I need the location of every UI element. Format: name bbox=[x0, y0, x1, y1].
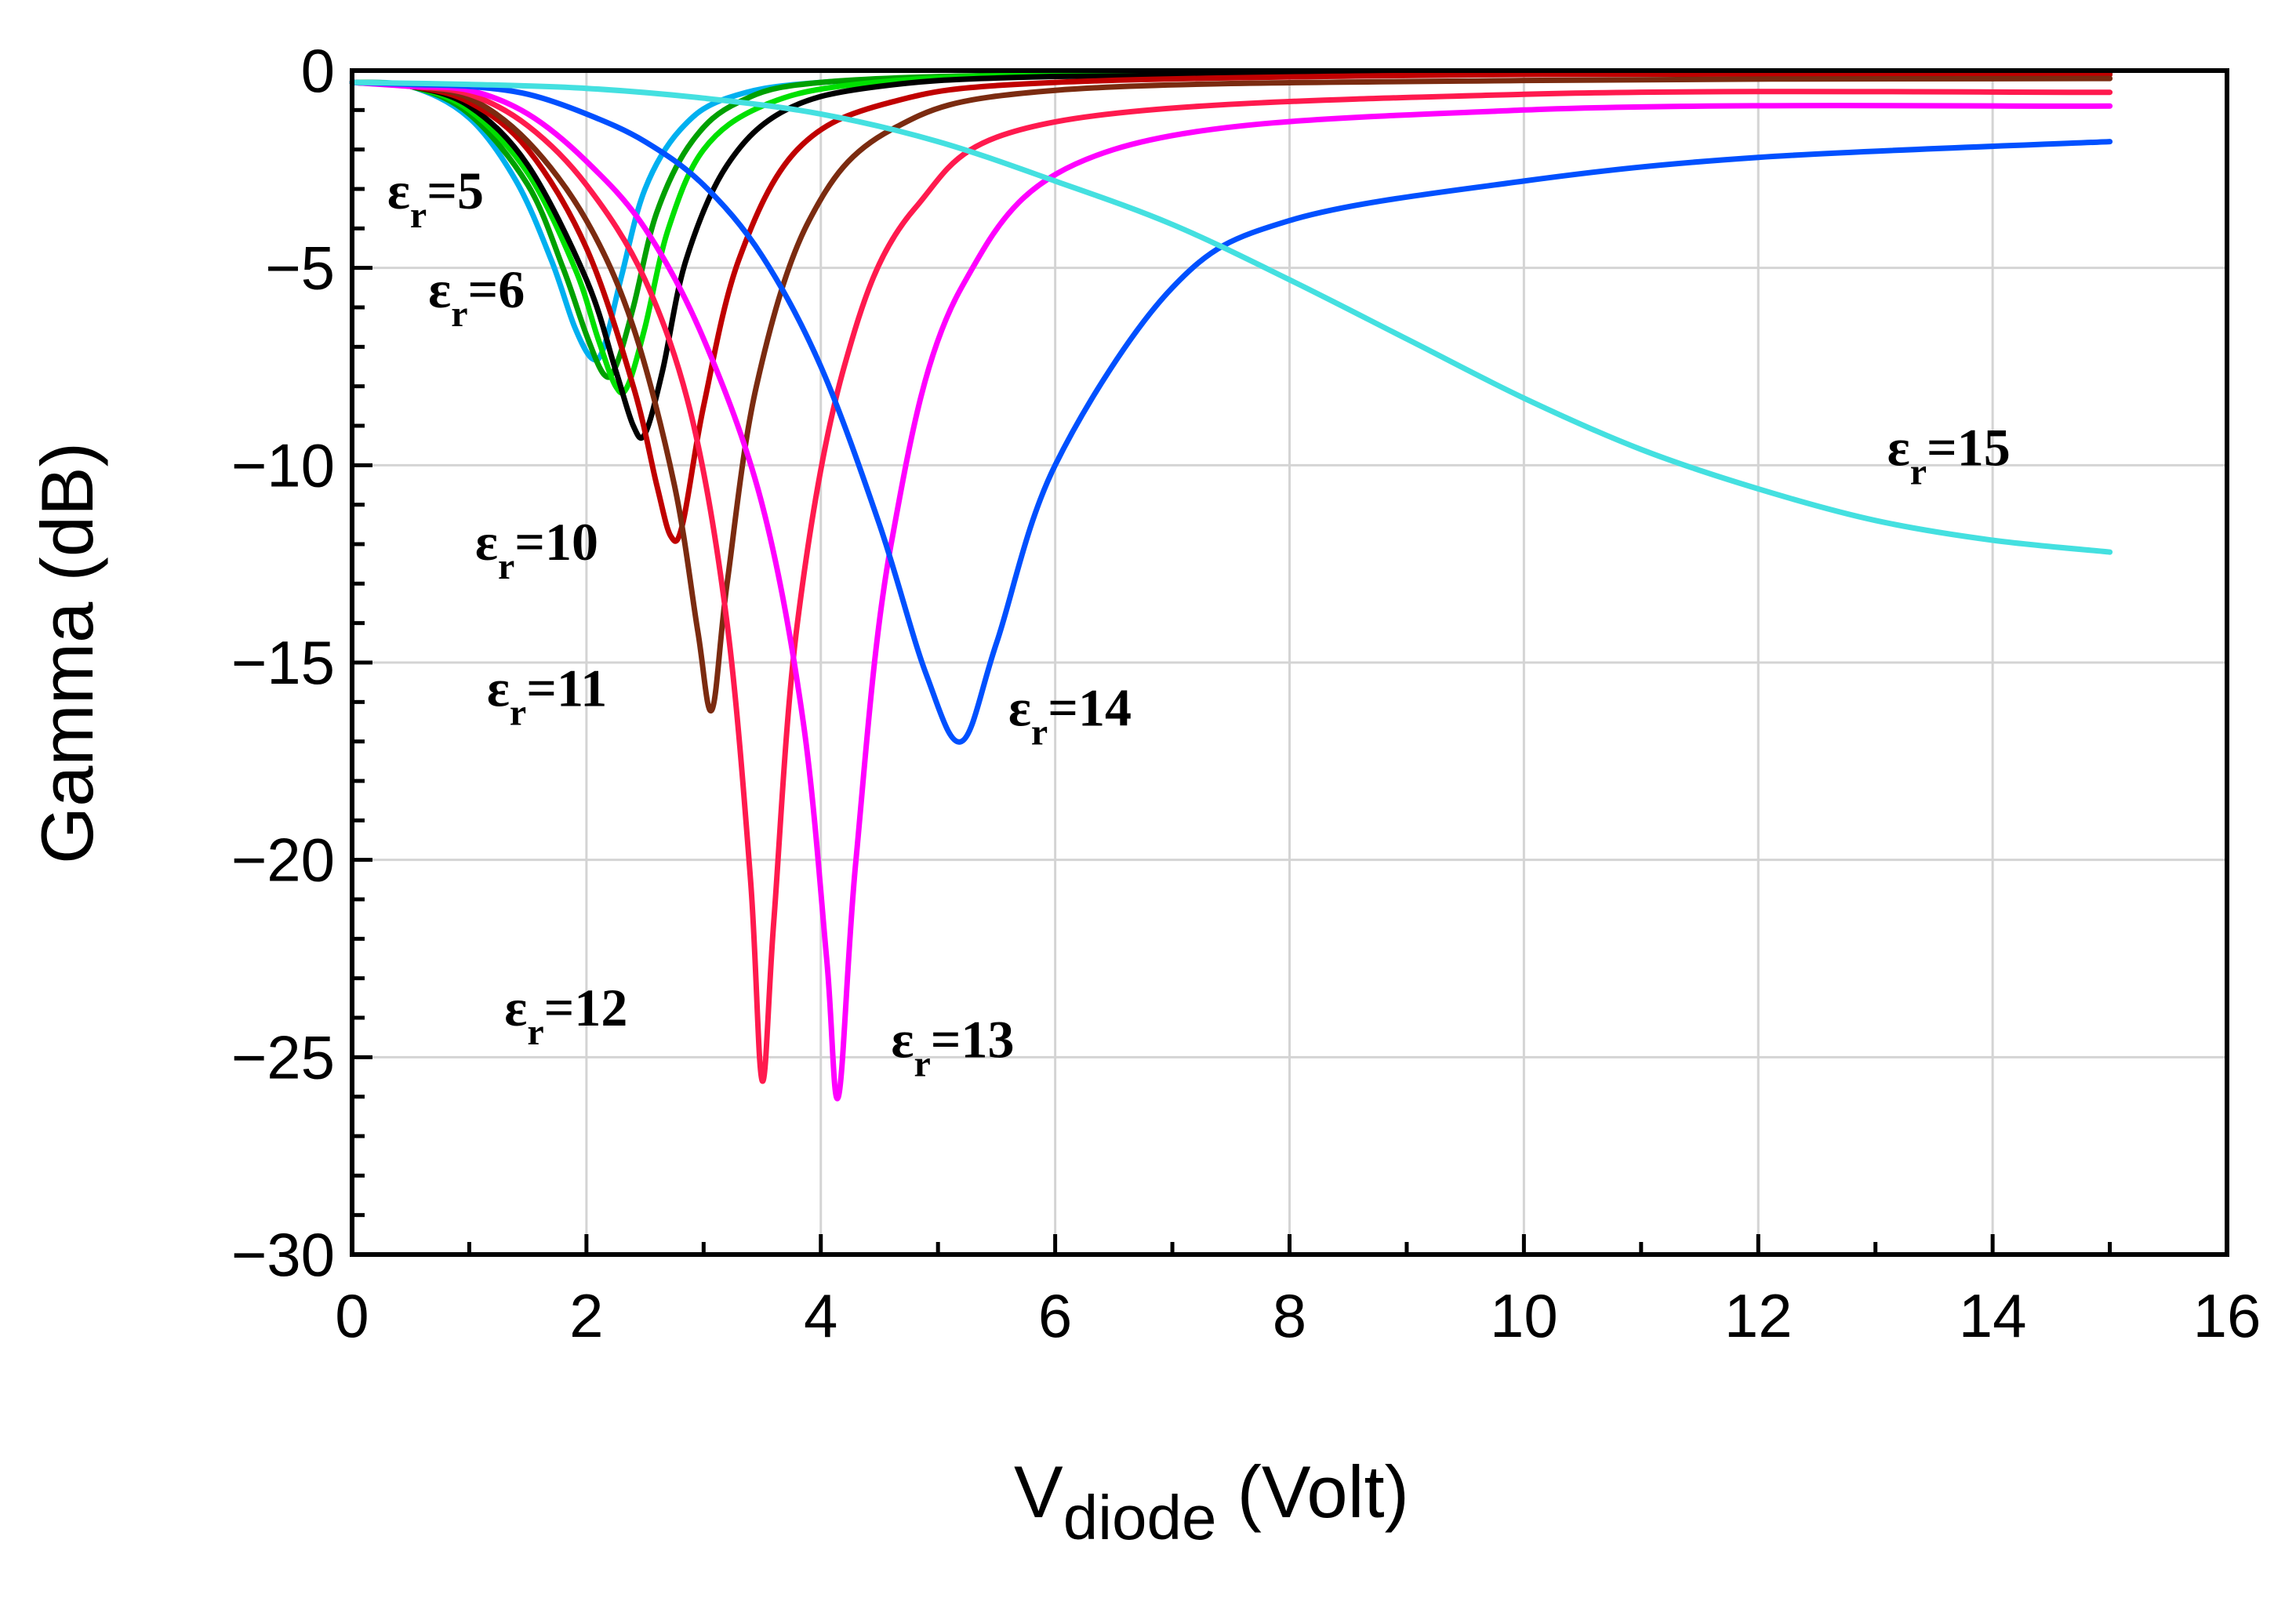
x-axis-title-unit: (Volt) bbox=[1216, 1451, 1409, 1533]
y-tick-label: 0 bbox=[301, 36, 335, 105]
series-line-er-13 bbox=[349, 79, 2113, 1102]
grid-layer bbox=[352, 71, 2227, 1255]
series-line-er-14 bbox=[349, 79, 2113, 745]
x-tick-label: 8 bbox=[1273, 1281, 1306, 1350]
series-line-er-7 bbox=[349, 69, 2113, 396]
series-layer bbox=[349, 69, 2113, 1102]
y-tick-label: −5 bbox=[265, 234, 335, 303]
x-tick-label: 16 bbox=[2193, 1281, 2261, 1350]
y-tick-label: −15 bbox=[231, 628, 335, 697]
series-line-er-10 bbox=[349, 71, 2113, 544]
x-tick-label: 10 bbox=[1490, 1281, 1558, 1350]
x-axis-title-main: V bbox=[1014, 1451, 1063, 1533]
x-tick-label: 14 bbox=[1959, 1281, 2027, 1350]
y-tick-label: −25 bbox=[231, 1022, 335, 1091]
x-tick-label: 0 bbox=[335, 1281, 369, 1350]
annotation-er-15: εr=15 bbox=[1887, 417, 2011, 492]
x-tick-label: 6 bbox=[1038, 1281, 1072, 1350]
axis-ticks bbox=[350, 68, 2229, 1257]
x-axis-title-subscript: diode bbox=[1063, 1483, 1217, 1552]
y-tick-label: −10 bbox=[231, 430, 335, 499]
x-axis-title: Vdiode (Volt) bbox=[1014, 1451, 1409, 1552]
annotation-er-13: εr=13 bbox=[891, 1009, 1014, 1084]
series-annotations: εr=5 εr=6 εr=10 εr=11 εr=12 εr=13 εr=14 εr=15 bbox=[387, 161, 2011, 1084]
annotation-er-14: εr=14 bbox=[1008, 678, 1132, 753]
annotation-er-6: εr=6 bbox=[428, 260, 525, 335]
series-line-er-12 bbox=[349, 79, 2113, 1084]
x-tick-label: 4 bbox=[804, 1281, 837, 1350]
x-tick-label: 12 bbox=[1724, 1281, 1793, 1350]
tick-labels: 0 2 4 6 8 10 12 14 16 0 −5 −10 −15 −20 −25 −30 bbox=[231, 36, 2261, 1350]
annotation-er-10: εr=10 bbox=[475, 512, 598, 587]
series-line-er-11 bbox=[349, 75, 2113, 714]
annotation-er-5: εr=5 bbox=[387, 161, 484, 236]
series-line-er-5 bbox=[349, 69, 2113, 363]
y-tick-label: −20 bbox=[231, 826, 335, 895]
annotation-er-11: εr=11 bbox=[487, 658, 607, 733]
x-tick-label: 2 bbox=[569, 1281, 603, 1350]
annotation-er-12: εr=12 bbox=[504, 978, 627, 1053]
y-axis-title: Gamma (dB) bbox=[26, 442, 108, 864]
y-tick-label: −30 bbox=[231, 1220, 335, 1289]
series-line-er-15 bbox=[349, 79, 2113, 555]
